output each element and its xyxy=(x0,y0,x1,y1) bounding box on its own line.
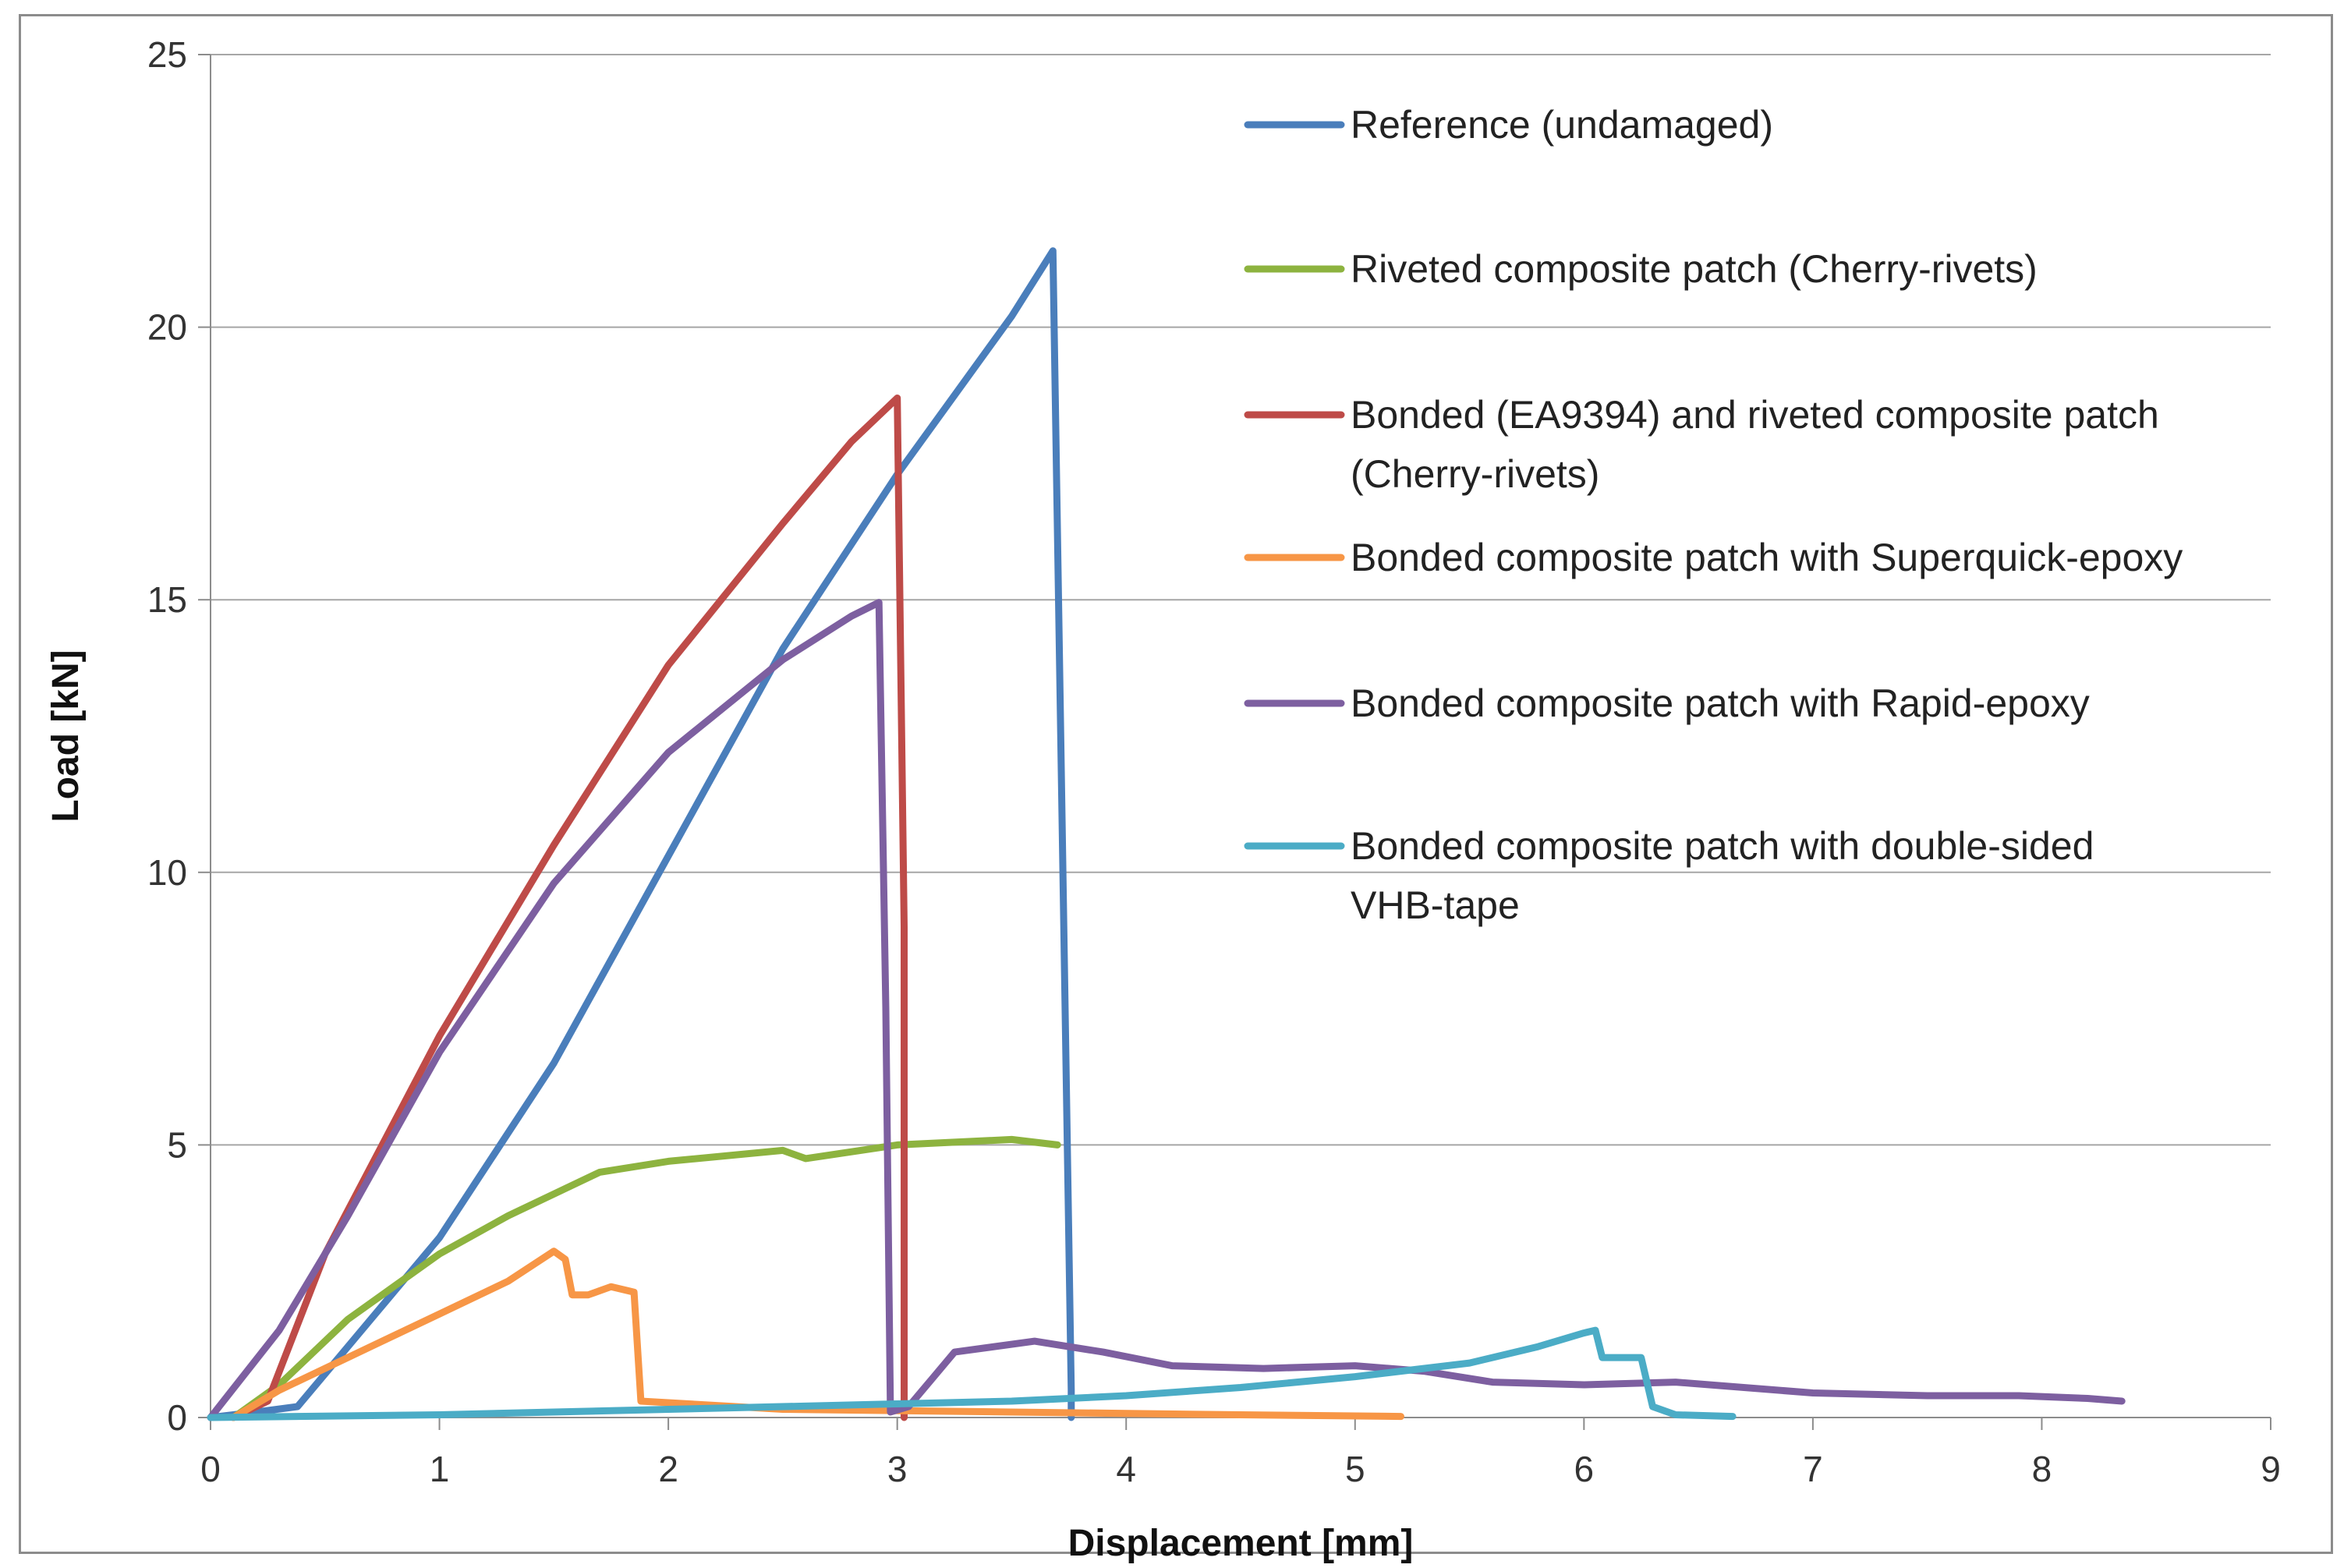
legend-label-2: Riveted composite patch (Cherry-rivets) xyxy=(1351,247,2038,291)
series-line-5 xyxy=(207,599,2126,1421)
legend-label-5: Bonded composite patch with Rapid-epoxy xyxy=(1351,681,2090,725)
x-tick-label: 2 xyxy=(658,1449,678,1489)
x-tick-label: 5 xyxy=(1345,1449,1365,1489)
series-lines xyxy=(207,247,2126,1421)
series-line-3 xyxy=(229,395,908,1421)
y-tick-label: 5 xyxy=(167,1124,187,1165)
x-tick-label: 7 xyxy=(1803,1449,1823,1489)
series-line-6 xyxy=(207,1326,1737,1421)
legend-label-6: VHB-tape xyxy=(1351,883,1520,927)
y-tick-label: 25 xyxy=(147,34,187,75)
x-axis-title: Displacement [mm] xyxy=(1068,1523,1414,1564)
series-line-2 xyxy=(229,1135,1061,1421)
legend-label-3: Bonded (EA9394) and riveted composite pa… xyxy=(1351,393,2159,437)
axes: 0 5 10 15 20 25 0 1 2 3 4 5 6 7 8 9 xyxy=(147,34,2281,1489)
y-tick-label: 15 xyxy=(147,579,187,620)
x-tick-label: 4 xyxy=(1116,1449,1136,1489)
x-tick-label: 3 xyxy=(887,1449,908,1489)
x-tick-label: 9 xyxy=(2261,1449,2281,1489)
gridlines xyxy=(211,54,2271,1146)
legend: Reference (undamaged) Riveted composite p… xyxy=(1244,103,2183,927)
y-tick-label: 20 xyxy=(147,307,187,348)
legend-label-4: Bonded composite patch with Superquick-e… xyxy=(1351,536,2183,579)
x-tick-label: 1 xyxy=(430,1449,450,1489)
x-tick-label: 8 xyxy=(2032,1449,2052,1489)
series-line-1 xyxy=(207,247,1075,1421)
x-tick-label: 6 xyxy=(1574,1449,1595,1489)
y-axis-title: Load [kN] xyxy=(45,649,87,822)
x-tick-label: 0 xyxy=(200,1449,221,1489)
legend-label-1: Reference (undamaged) xyxy=(1351,103,1773,147)
y-tick-label: 0 xyxy=(167,1397,187,1438)
legend-label-6: Bonded composite patch with double-sided xyxy=(1351,824,2094,868)
chart-area xyxy=(19,14,2333,1554)
y-tick-label: 10 xyxy=(147,852,187,893)
legend-label-3: (Cherry-rivets) xyxy=(1351,452,1599,496)
